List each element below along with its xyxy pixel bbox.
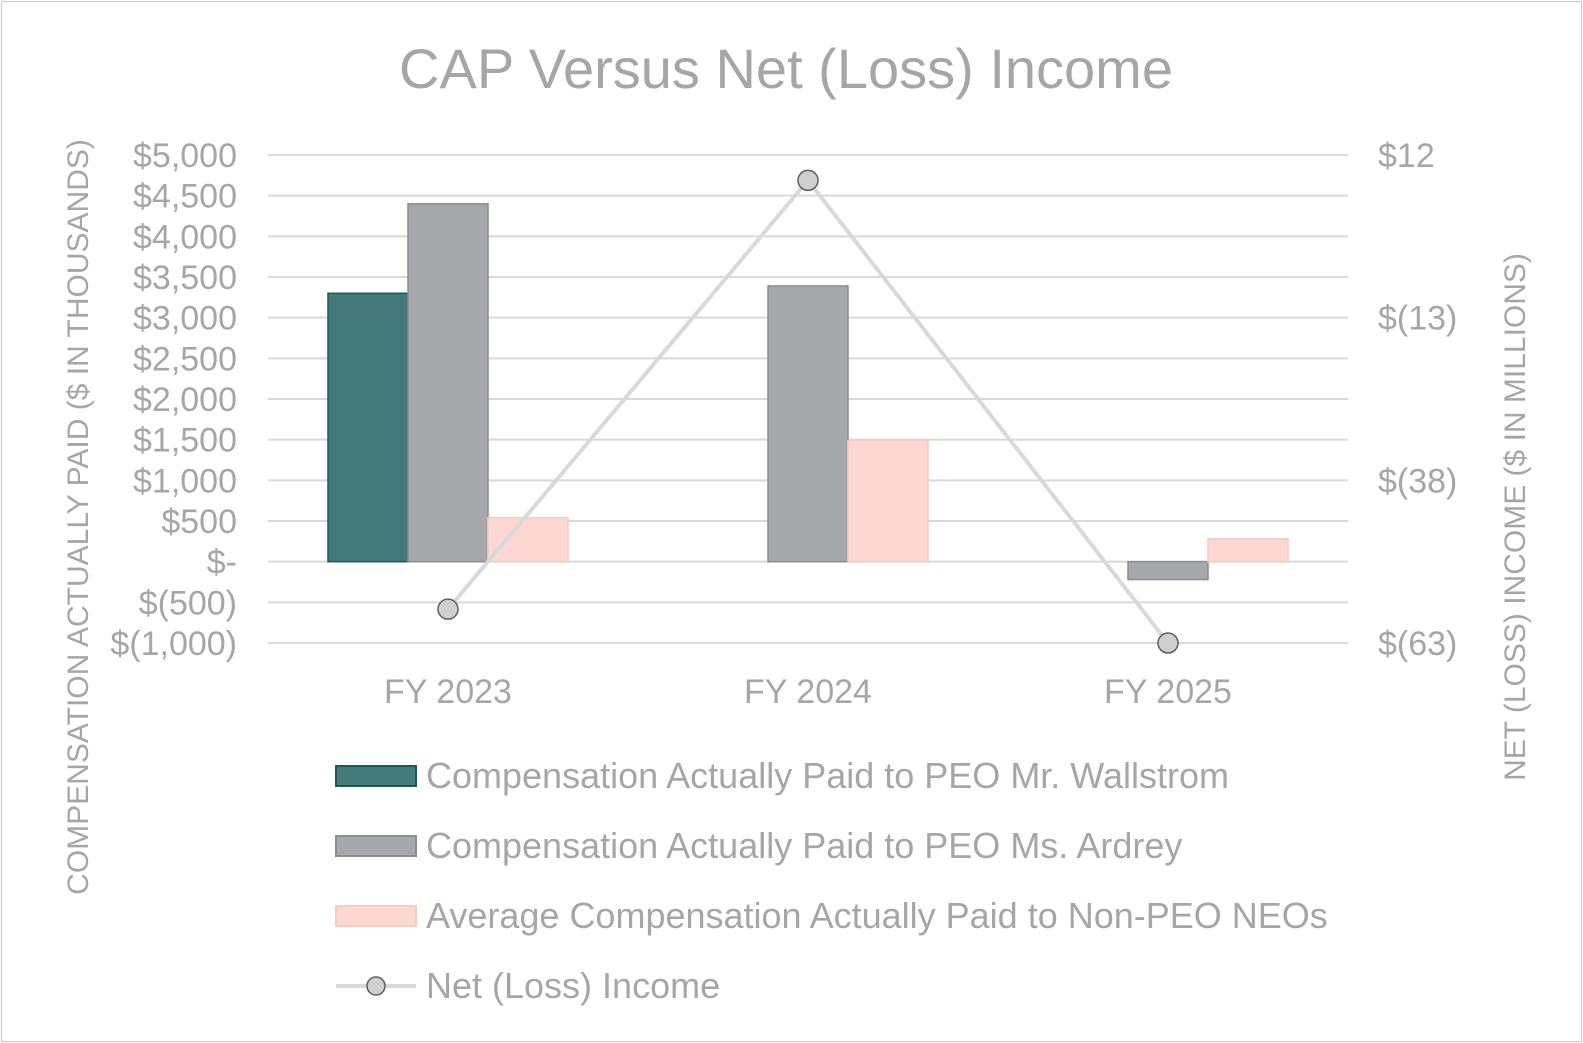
bar xyxy=(1207,538,1289,563)
bar xyxy=(487,516,569,563)
y-tick-label: $4,500 xyxy=(133,178,237,216)
y-tick-label: $(500) xyxy=(139,584,237,622)
line-point xyxy=(1157,632,1179,654)
category-axis-labels: FY 2023 FY 2024 FY 2025 xyxy=(384,673,1232,711)
y-tick-label: $- xyxy=(207,544,237,582)
y-tick-label: $3,500 xyxy=(133,259,237,297)
secondary-axis-tick-labels: $12 $(13) $(38) $(63) xyxy=(1378,137,1457,663)
y-tick-label: $2,500 xyxy=(133,340,237,378)
legend-marker xyxy=(366,976,386,996)
y-tick-label: $1,000 xyxy=(133,462,237,500)
net-income-line-series xyxy=(437,169,1179,654)
bar xyxy=(407,203,489,563)
y2-tick-label: $(13) xyxy=(1378,300,1457,338)
x-tick-label: FY 2023 xyxy=(384,673,512,711)
y-tick-label: $5,000 xyxy=(133,137,237,175)
bar xyxy=(767,285,849,563)
legend-swatch xyxy=(335,835,417,857)
y-tick-label: $(1,000) xyxy=(110,625,237,663)
chart-title: CAP Versus Net (Loss) Income xyxy=(399,37,1173,100)
legend: Compensation Actually Paid to PEO Mr. Wa… xyxy=(335,755,1328,1006)
bars xyxy=(327,203,1289,581)
legend-label: Compensation Actually Paid to PEO Mr. Wa… xyxy=(426,755,1229,796)
primary-axis-title: COMPENSATION ACTUALLY PAID ($ IN THOUSAN… xyxy=(62,139,95,895)
secondary-axis-title: NET (LOSS) INCOME ($ IN MILLIONS) xyxy=(1499,253,1532,781)
y-tick-label: $1,500 xyxy=(133,422,237,460)
y-tick-label: $4,000 xyxy=(133,218,237,256)
y2-tick-label: $(63) xyxy=(1378,625,1457,663)
y2-tick-label: $(38) xyxy=(1378,462,1457,500)
legend-label: Average Compensation Actually Paid to No… xyxy=(426,895,1328,936)
x-tick-label: FY 2025 xyxy=(1104,673,1232,711)
legend-label: Net (Loss) Income xyxy=(426,965,720,1006)
y2-tick-label: $12 xyxy=(1378,137,1435,175)
line-point xyxy=(437,598,459,620)
y-tick-label: $500 xyxy=(161,503,237,541)
primary-axis-tick-labels: $5,000$4,500$4,000$3,500$3,000$2,500$2,0… xyxy=(110,137,237,663)
bar xyxy=(847,439,929,563)
y-tick-label: $3,000 xyxy=(133,300,237,338)
line-point xyxy=(797,169,819,192)
legend-swatch xyxy=(335,765,417,787)
legend-swatch xyxy=(335,905,417,927)
bar xyxy=(327,292,409,563)
legend-label: Compensation Actually Paid to PEO Ms. Ar… xyxy=(426,825,1182,866)
bar xyxy=(1127,560,1209,581)
y-tick-label: $2,000 xyxy=(133,381,237,419)
x-tick-label: FY 2024 xyxy=(744,673,872,711)
